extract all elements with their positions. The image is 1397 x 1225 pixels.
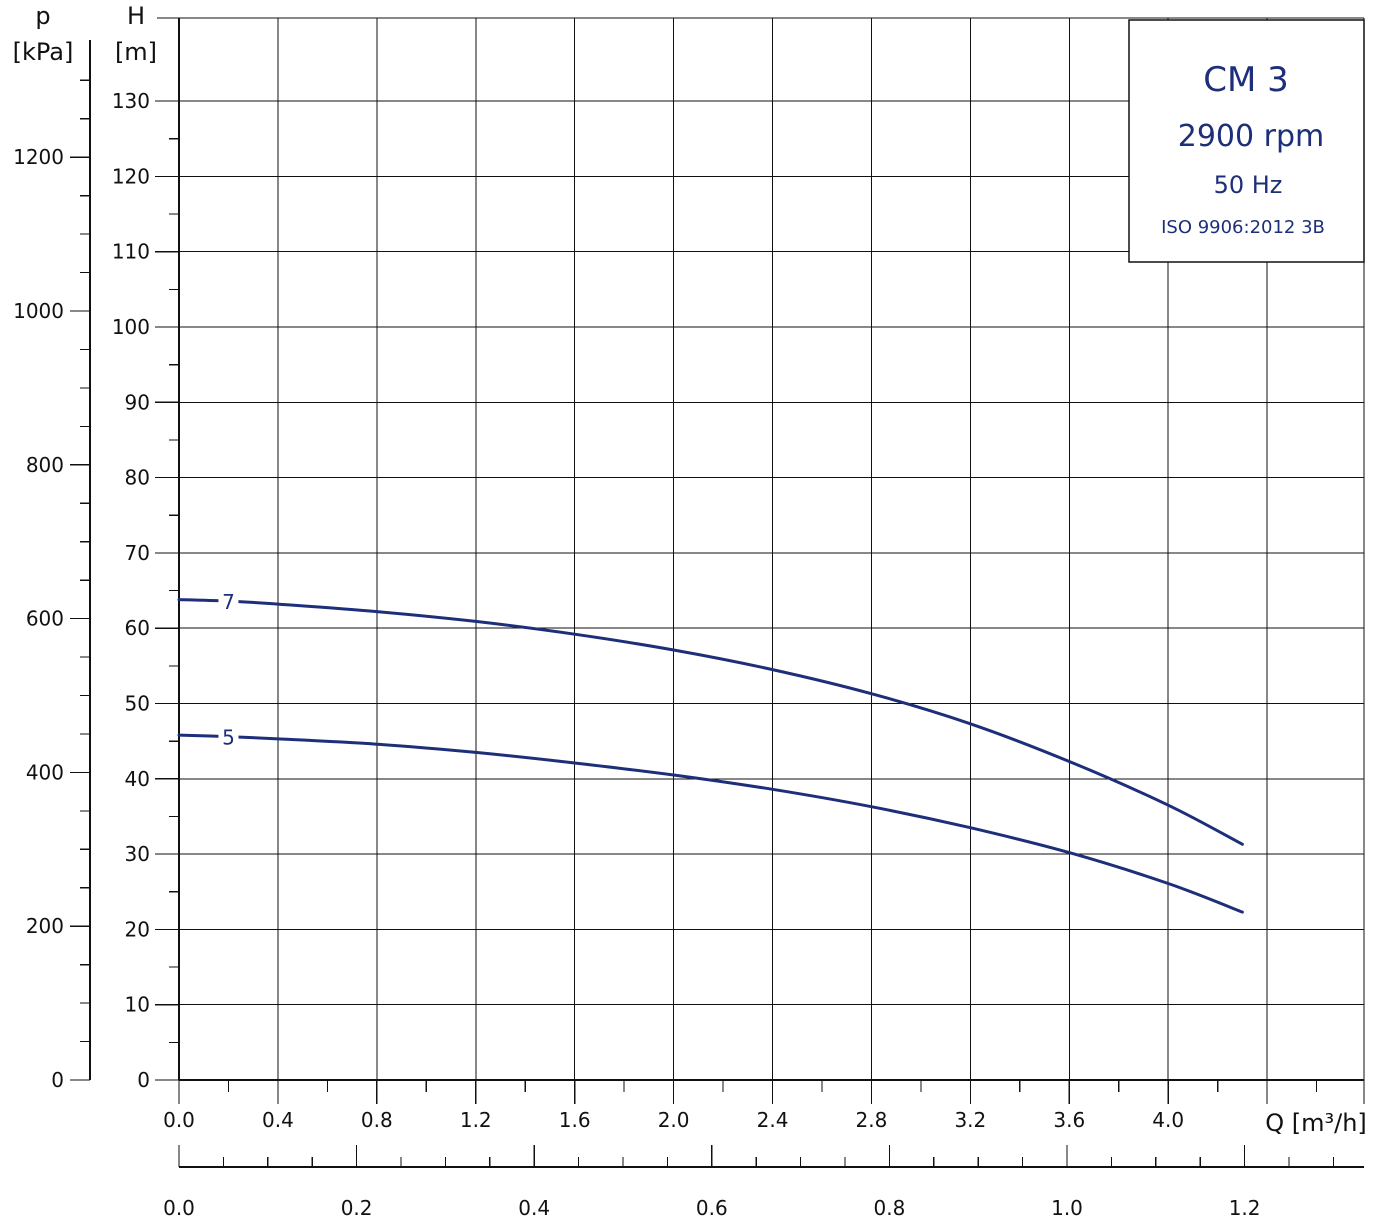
pressure-axis-unit: [kPa] bbox=[13, 38, 74, 66]
flow-axis-tick-label: 2.0 bbox=[658, 1108, 690, 1132]
info-box-frame bbox=[1128, 19, 1365, 263]
info-box: CM 3 2900 rpm 50 Hz ISO 9906:2012 3B bbox=[1128, 19, 1365, 263]
head-axis-tick-label: 100 bbox=[112, 315, 150, 339]
pressure-axis-tick-label: 600 bbox=[26, 607, 64, 631]
curve-label-background bbox=[218, 724, 239, 749]
flow-axis-tick-label: 0.0 bbox=[163, 1108, 195, 1132]
flow-axis-tick-label: 2.4 bbox=[757, 1108, 789, 1132]
pressure-axis-tick-label: 1200 bbox=[13, 145, 64, 169]
speed-label: 2900 rpm bbox=[1178, 119, 1324, 154]
flow-axis-tick-label: 4.0 bbox=[1152, 1108, 1184, 1132]
flow-axis-tick-label: 0.8 bbox=[361, 1108, 393, 1132]
head-axis-tick-label: 0 bbox=[137, 1068, 150, 1092]
flow-axis-label: Q [m³/h] bbox=[1265, 1109, 1367, 1137]
curve-series-5 bbox=[177, 733, 1244, 914]
pressure-axis-tick-label: 0 bbox=[51, 1068, 64, 1092]
flow-axis-tick-label: 3.2 bbox=[954, 1108, 986, 1132]
head-axis-tick-label: 60 bbox=[125, 616, 150, 640]
head-axis-tick-label: 40 bbox=[125, 767, 150, 791]
head-axis-tick-label: 30 bbox=[125, 842, 150, 866]
head-axis-tick-label: 120 bbox=[112, 164, 150, 188]
grid bbox=[179, 17, 1365, 1080]
curve-label-5: 5 bbox=[222, 726, 235, 750]
axis-labels: 0 10 20 30 40 50 60 70 80 90 100 110 120 130 0 200 400 60… bbox=[13, 89, 1260, 1220]
curve-series-7 bbox=[177, 598, 1244, 846]
curve-label-background bbox=[218, 589, 239, 614]
secondary-flow-axis-tick-label: 0.6 bbox=[696, 1196, 728, 1220]
flow-axis-tick-label: 0.4 bbox=[262, 1108, 294, 1132]
head-axis-tick-label: 110 bbox=[112, 240, 150, 264]
head-axis-tick-label: 50 bbox=[125, 692, 150, 716]
pump-model-title: CM 3 bbox=[1203, 60, 1289, 100]
standard-label: ISO 9906:2012 3B bbox=[1161, 217, 1325, 238]
secondary-flow-axis-tick-label: 0.8 bbox=[873, 1196, 905, 1220]
head-axis-tick-label: 20 bbox=[125, 917, 150, 941]
secondary-flow-axis-tick-label: 1.2 bbox=[1229, 1196, 1261, 1220]
secondary-flow-axis-tick-label: 0.4 bbox=[518, 1196, 550, 1220]
head-axis-symbol: H bbox=[127, 2, 145, 30]
axes bbox=[70, 17, 1365, 1168]
head-axis-tick-label: 80 bbox=[125, 466, 150, 490]
head-axis-tick-label: 90 bbox=[125, 390, 150, 414]
head-axis-tick-label: 70 bbox=[125, 541, 150, 565]
head-axis-tick-label: 10 bbox=[125, 993, 150, 1017]
secondary-flow-axis-tick-label: 0.0 bbox=[163, 1196, 195, 1220]
head-axis-tick-label: 130 bbox=[112, 89, 150, 113]
pressure-axis-tick-label: 200 bbox=[26, 914, 64, 938]
secondary-flow-axis-tick-label: 0.2 bbox=[341, 1196, 373, 1220]
secondary-flow-axis-tick-label: 1.0 bbox=[1051, 1196, 1083, 1220]
pressure-axis-tick-label: 400 bbox=[26, 760, 64, 784]
flow-axis-tick-label: 1.2 bbox=[460, 1108, 492, 1132]
flow-axis-tick-label: 1.6 bbox=[559, 1108, 591, 1132]
head-axis-unit: [m] bbox=[115, 38, 157, 66]
curves: 75 bbox=[177, 589, 1244, 914]
flow-axis-tick-label: 3.6 bbox=[1053, 1108, 1085, 1132]
flow-axis-tick-label: 2.8 bbox=[856, 1108, 888, 1132]
curve-label-7: 7 bbox=[222, 590, 235, 614]
pressure-axis-tick-label: 1000 bbox=[13, 299, 64, 323]
pressure-axis-tick-label: 800 bbox=[26, 453, 64, 477]
pressure-axis-symbol: p bbox=[35, 2, 50, 30]
frequency-label: 50 Hz bbox=[1214, 171, 1283, 199]
